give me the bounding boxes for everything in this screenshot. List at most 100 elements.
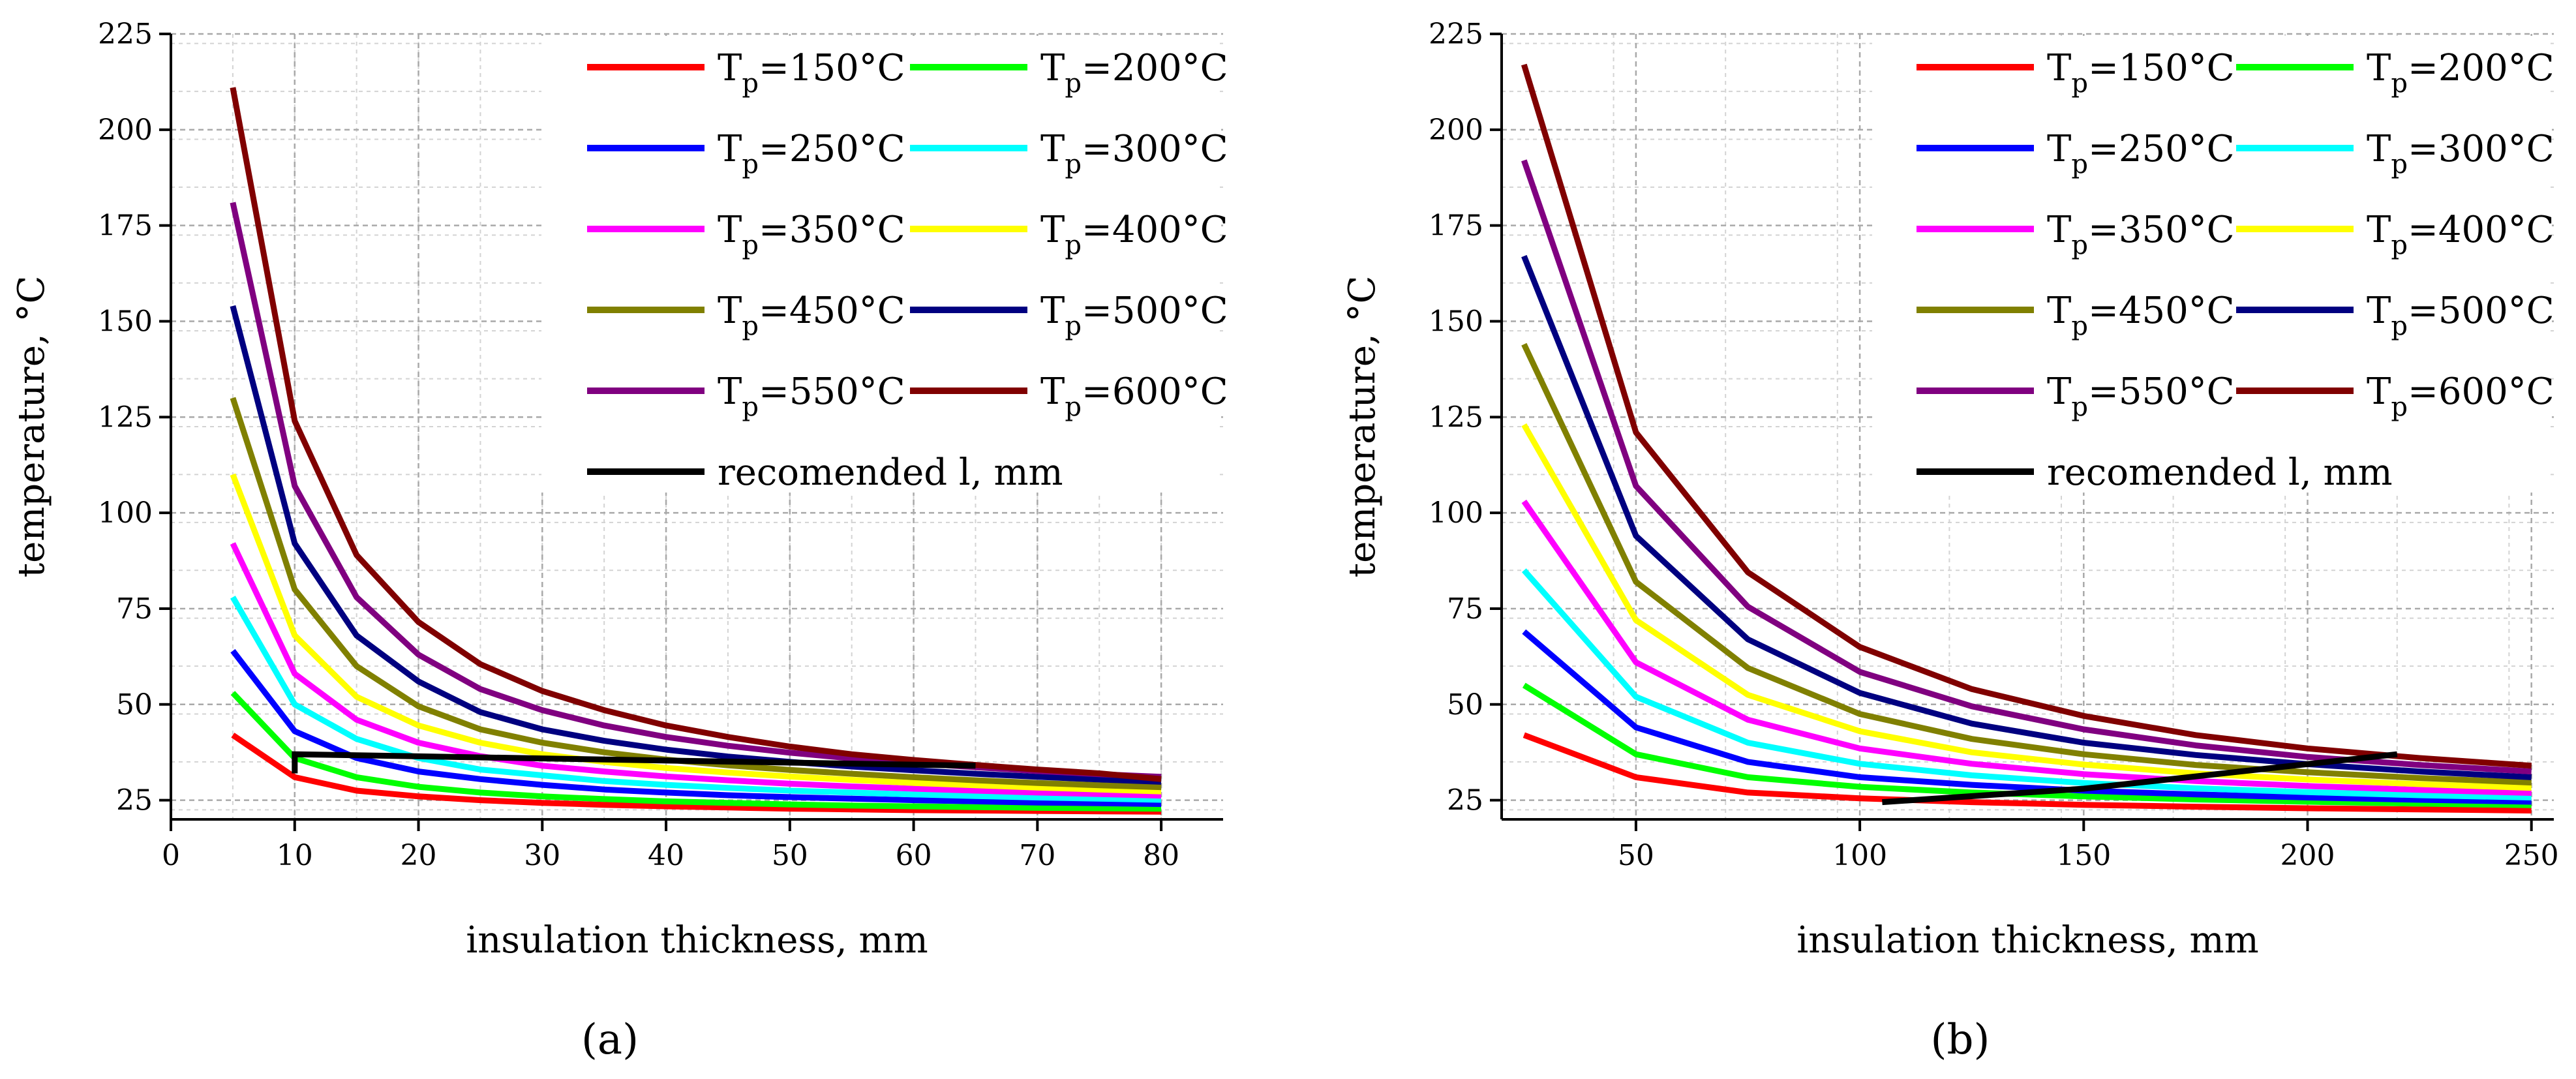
x-tick-label: 150	[2056, 839, 2111, 872]
series-line	[1521, 254, 2532, 780]
legend-label: Tp=600°C	[1040, 371, 1228, 422]
x-tick-label: 10	[277, 839, 313, 872]
legend-label: Tp=300°C	[2367, 128, 2554, 179]
y-tick-label: 50	[116, 688, 153, 722]
legend-label-prefix: T	[2047, 290, 2071, 332]
legend-label-sub: p	[2071, 149, 2088, 179]
y-tick-label: 200	[98, 114, 153, 147]
x-axis-title: insulation thickness, mm	[466, 919, 928, 962]
legend-label-suffix: =450°C	[2088, 290, 2235, 332]
chart-panel-b: 50 100 150 200 250 25 50 75 100 125 150 175 200 225 in…	[1341, 18, 2559, 1064]
legend-label: Tp=150°C	[2047, 47, 2235, 99]
legend-label-suffix: =150°C	[759, 47, 905, 89]
series-line	[1521, 63, 2532, 769]
legend-label-prefix: T	[2367, 47, 2391, 89]
y-tick-label: 200	[1429, 114, 1483, 147]
legend-label: Tp=550°C	[2047, 371, 2235, 422]
legend-label-suffix: =300°C	[2408, 128, 2554, 170]
legend-label: Tp=450°C	[2047, 290, 2235, 341]
legend-label-suffix: =550°C	[2088, 371, 2235, 413]
legend-label-sub: p	[742, 149, 759, 179]
legend-label-suffix: =600°C	[1082, 371, 1228, 413]
series-line	[230, 87, 1162, 782]
legend-label-sub: p	[1065, 311, 1082, 341]
legend-label-prefix: T	[1040, 128, 1065, 170]
y-tick-label: 150	[98, 305, 153, 338]
legend-label-recommended: recomended l, mm	[2047, 451, 2393, 494]
legend-label-suffix: =250°C	[2088, 128, 2235, 170]
x-tick-label: 40	[648, 839, 684, 872]
legend-label-prefix: T	[2367, 290, 2391, 332]
legend-label-sub: p	[742, 311, 759, 341]
legend-label-prefix: T	[718, 371, 742, 413]
legend-label-prefix: T	[1040, 290, 1065, 332]
y-tick-label: 100	[1429, 496, 1483, 530]
series-line	[1521, 159, 2532, 775]
legend-label-prefix: T	[718, 209, 742, 251]
series-line	[1523, 732, 2532, 813]
legend-label: Tp=550°C	[718, 371, 905, 422]
legend-label-prefix: T	[2047, 47, 2071, 89]
x-tick-label: 50	[772, 839, 808, 872]
legend-label: Tp=250°C	[718, 128, 905, 179]
legend-label-prefix: T	[2047, 209, 2071, 251]
legend-label-suffix: =200°C	[2408, 47, 2554, 89]
series-line	[1522, 629, 2532, 805]
series-line	[230, 691, 1162, 812]
legend-label: Tp=350°C	[2047, 209, 2235, 260]
chart-panel-a: 0 10 20 30 40 50 60 70 80 25 50 75 100 125 150 175 200 22…	[10, 18, 1228, 1064]
legend-label-prefix: T	[2367, 128, 2391, 170]
legend-label-recommended: recomended l, mm	[718, 451, 1063, 494]
legend-label: Tp=450°C	[718, 290, 905, 341]
legend-label-prefix: T	[1040, 371, 1065, 413]
y-tick-label: 125	[1429, 401, 1483, 434]
x-tick-label: 0	[162, 839, 180, 872]
series-line	[230, 542, 1162, 799]
series-line	[1521, 342, 2532, 786]
legend-label-prefix: T	[2047, 128, 2071, 170]
legend-label-sub: p	[742, 68, 759, 99]
y-axis-title: temperature, °C	[10, 276, 53, 578]
legend-label-sub: p	[2391, 149, 2408, 179]
y-tick-label: 225	[98, 18, 153, 51]
legend-label-suffix: =500°C	[2408, 290, 2554, 332]
panel-label: (a)	[581, 1016, 639, 1064]
series-line	[1521, 423, 2532, 791]
legend-label: Tp=200°C	[1040, 47, 1228, 99]
legend-label-sub: p	[2391, 392, 2408, 422]
y-axis-title: temperature, °C	[1341, 276, 1384, 578]
panel-label: (b)	[1931, 1016, 1990, 1064]
x-tick-label: 100	[1832, 839, 1887, 872]
legend-label: Tp=300°C	[1040, 128, 1228, 179]
legend-label-prefix: T	[718, 128, 742, 170]
legend-label-sub: p	[742, 230, 759, 260]
legend-label-suffix: =150°C	[2088, 47, 2235, 89]
series-line	[230, 596, 1162, 803]
series-line	[230, 305, 1162, 785]
recommended-line	[292, 751, 976, 774]
x-tick-label: 60	[896, 839, 932, 872]
legend-label: Tp=400°C	[2367, 209, 2554, 260]
legend-label: Tp=150°C	[718, 47, 905, 99]
legend-label: Tp=400°C	[1040, 209, 1228, 260]
legend-label-sub: p	[2071, 392, 2088, 422]
x-tick-label: 50	[1618, 839, 1654, 872]
legend-label-suffix: =550°C	[759, 371, 905, 413]
legend-label-sub: p	[2071, 68, 2088, 99]
y-tick-label: 25	[1447, 784, 1483, 817]
legend-label-sub: p	[1065, 392, 1082, 422]
legend-label-sub: p	[2391, 311, 2408, 341]
legend-label-prefix: T	[718, 290, 742, 332]
y-tick-label: 150	[1429, 305, 1483, 338]
legend-label-suffix: =500°C	[1082, 290, 1228, 332]
legend-label-suffix: =600°C	[2408, 371, 2554, 413]
legend-label: Tp=500°C	[2367, 290, 2554, 341]
series-line	[230, 648, 1162, 807]
legend-label: Tp=600°C	[2367, 371, 2554, 422]
legend-label-prefix: T	[1040, 47, 1065, 89]
legend-label: Tp=500°C	[1040, 290, 1228, 341]
series-line	[1521, 499, 2532, 796]
legend-label-sub: p	[1065, 230, 1082, 260]
x-tick-label: 20	[401, 839, 437, 872]
